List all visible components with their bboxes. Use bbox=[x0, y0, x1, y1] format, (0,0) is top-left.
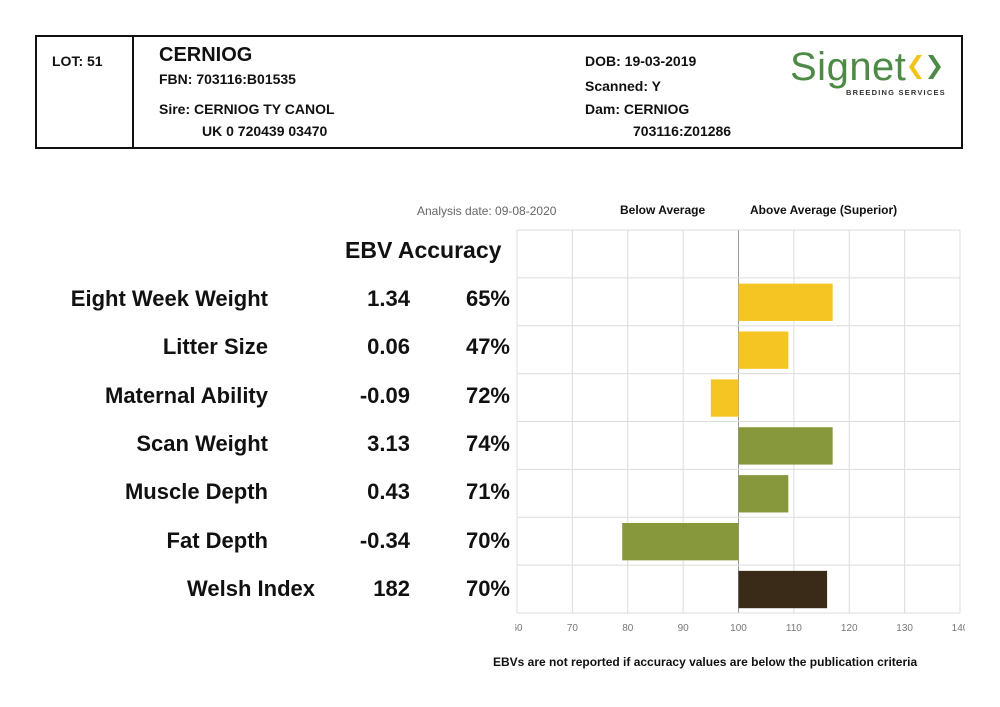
trait-ebv: 1.34 bbox=[367, 286, 410, 311]
trait-ebv: 0.06 bbox=[367, 334, 410, 360]
lot-number: LOT: 51 bbox=[52, 53, 103, 69]
trait-ebv: 182 bbox=[373, 575, 410, 601]
trait-accuracy: 70% bbox=[465, 575, 510, 601]
ebv-bar bbox=[738, 570, 828, 609]
flock-book-number: FBN: 703116:B01535 bbox=[159, 71, 296, 87]
publication-footnote: EBVs are not reported if accuracy values… bbox=[493, 655, 918, 669]
trait-name: Scan Weight bbox=[136, 430, 268, 456]
x-tick-label: 70 bbox=[567, 623, 579, 634]
dam-name: Dam: CERNIOG bbox=[585, 101, 690, 117]
animal-header: LOT: 51 CERNIOG FBN: 703116:B01535 Sire:… bbox=[35, 35, 963, 149]
analysis-date: Analysis date: 09-08-2020 bbox=[417, 204, 557, 218]
trait-name: Welsh Index bbox=[187, 575, 315, 601]
logo-wordmark: Signet bbox=[790, 45, 907, 89]
ebv-bar bbox=[738, 331, 789, 369]
animal-name: CERNIOG bbox=[159, 44, 253, 66]
ebv-bar bbox=[710, 379, 739, 417]
trait-accuracy: 74% bbox=[465, 430, 510, 456]
trait-name: Litter Size bbox=[162, 334, 268, 360]
x-tick-label: 130 bbox=[896, 623, 913, 634]
x-tick-label: 140 bbox=[952, 623, 965, 634]
ebv-bar bbox=[622, 522, 739, 561]
ebv-bar-chart: 60 70 80 90 100 110 120 130 140 bbox=[515, 229, 965, 634]
signet-mark-icon bbox=[909, 55, 941, 79]
sire-id: UK 0 720439 03470 bbox=[202, 123, 328, 139]
trait-name: Muscle Depth bbox=[124, 479, 268, 505]
signet-logo: Signet BREEDING SERVICES bbox=[790, 45, 950, 99]
ebv-bar bbox=[738, 475, 789, 513]
below-average-label: Below Average bbox=[620, 203, 706, 217]
trait-accuracy: 71% bbox=[465, 479, 510, 505]
scanned-status: Scanned: Y bbox=[585, 78, 661, 94]
ebv-bar bbox=[738, 283, 833, 321]
sire-name: Sire: CERNIOG TY CANOL bbox=[159, 101, 335, 117]
x-tick-label: 60 bbox=[515, 623, 523, 634]
trait-ebv: 0.43 bbox=[367, 479, 410, 505]
date-of-birth: DOB: 19-03-2019 bbox=[585, 53, 697, 69]
trait-name: Eight Week Weight bbox=[70, 286, 268, 311]
x-tick-label: 120 bbox=[841, 623, 858, 634]
trait-name: Fat Depth bbox=[166, 527, 268, 553]
trait-name: Maternal Ability bbox=[105, 382, 268, 408]
dam-id: 703116:Z01286 bbox=[633, 123, 732, 139]
trait-accuracy: 72% bbox=[465, 382, 510, 408]
trait-ebv: -0.09 bbox=[359, 382, 410, 408]
trait-ebv: -0.34 bbox=[359, 527, 410, 553]
above-average-label: Above Average (Superior) bbox=[750, 203, 898, 217]
x-tick-label: 110 bbox=[786, 623, 802, 634]
lot-cell: LOT: 51 bbox=[37, 37, 134, 147]
x-tick-label: 80 bbox=[622, 623, 634, 634]
trait-accuracy: 70% bbox=[465, 527, 510, 553]
ebv-bar bbox=[738, 427, 833, 465]
trait-accuracy: 65% bbox=[465, 286, 510, 311]
x-tick-label: 100 bbox=[730, 623, 747, 634]
trait-ebv: 3.13 bbox=[367, 430, 410, 456]
ebv-accuracy-heading: EBV Accuracy bbox=[345, 237, 502, 263]
logo-subtitle: BREEDING SERVICES bbox=[846, 88, 946, 97]
trait-accuracy: 47% bbox=[465, 334, 510, 360]
x-tick-label: 90 bbox=[678, 623, 690, 634]
